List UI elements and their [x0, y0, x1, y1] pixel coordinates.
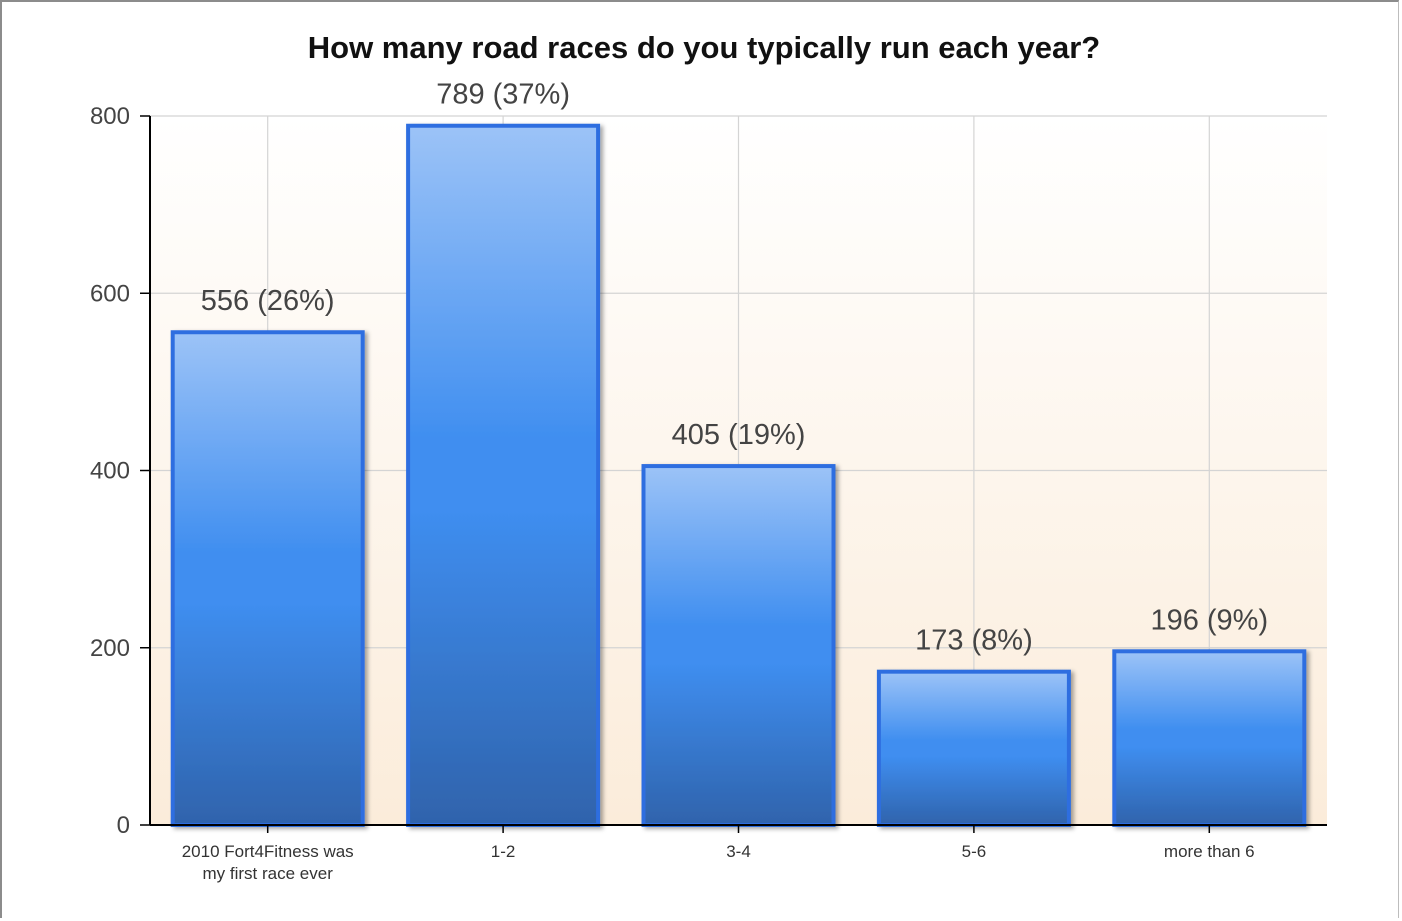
chart-title: How many road races do you typically run…	[308, 30, 1101, 65]
y-tick-label: 200	[90, 635, 130, 662]
y-tick-label: 0	[117, 812, 130, 839]
x-tick-label: 3-4	[726, 842, 751, 861]
bar-data-label: 556 (26%)	[201, 285, 335, 317]
bar	[641, 464, 836, 827]
x-tick-label: 2010 Fort4Fitness was	[182, 842, 354, 861]
bar	[876, 669, 1071, 828]
x-tick-label: 5-6	[962, 842, 987, 861]
bar	[170, 330, 365, 827]
y-tick-label: 600	[90, 280, 130, 307]
bar-data-label: 173 (8%)	[915, 625, 1033, 657]
axes	[140, 115, 1327, 833]
bar-data-label: 196 (9%)	[1150, 604, 1268, 636]
bar	[406, 123, 601, 827]
y-tick-label: 400	[90, 458, 130, 485]
bar-data-label: 405 (19%)	[672, 419, 806, 451]
bar-data-label: 789 (37%)	[436, 79, 570, 111]
x-tick-label: more than 6	[1164, 842, 1255, 861]
bar	[1112, 649, 1307, 827]
labels: 0 200 400 600 800 556 (26%) 2010 Fort4Fitness …	[90, 79, 1268, 883]
y-tick-label: 800	[90, 103, 130, 130]
x-tick-label: my first race ever	[203, 864, 334, 883]
x-tick-label: 1-2	[491, 842, 516, 861]
bars	[170, 123, 1307, 828]
